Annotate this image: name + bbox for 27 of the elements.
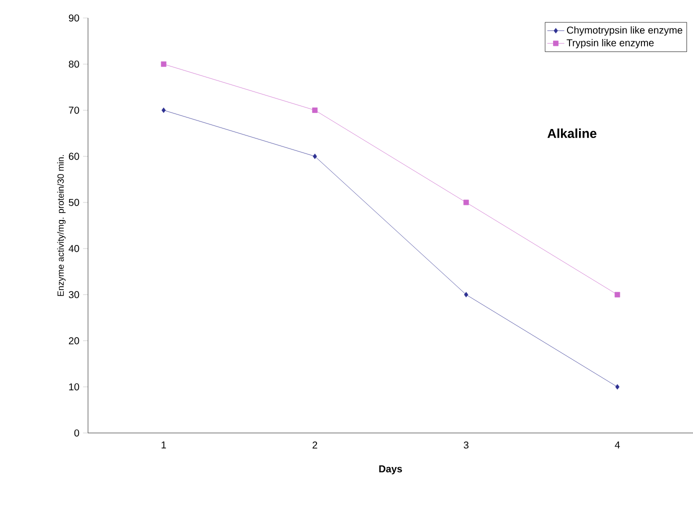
y-tick-label: 40 bbox=[68, 245, 80, 252]
y-axis-title: Enzyme activity/mg. protein/30 min. bbox=[57, 155, 66, 296]
x-tick-label: 3 bbox=[464, 442, 468, 449]
point bbox=[615, 384, 620, 390]
y-tick-label: 70 bbox=[68, 106, 80, 114]
x-tick-label: 2 bbox=[312, 442, 318, 448]
y-tick-label: 90 bbox=[68, 14, 80, 22]
y-tick-label: 20 bbox=[68, 337, 80, 344]
x-tick-label: 4 bbox=[614, 442, 620, 448]
y-tick-label: 50 bbox=[68, 198, 80, 206]
legend-label: Chymotrypsin like enzyme bbox=[567, 26, 682, 36]
point bbox=[312, 108, 318, 113]
point bbox=[312, 154, 317, 160]
annotation: Alkaline bbox=[548, 128, 596, 138]
point bbox=[463, 200, 469, 206]
point bbox=[162, 108, 166, 113]
point bbox=[614, 292, 620, 298]
legend-label: Trypsin like enzyme bbox=[566, 39, 654, 48]
x-axis-title: Days bbox=[379, 465, 402, 474]
y-tick-label: 80 bbox=[68, 60, 80, 68]
y-tick-label: 10 bbox=[69, 383, 80, 390]
y-tick-label: 60 bbox=[68, 152, 80, 160]
x-tick-label: 1 bbox=[162, 442, 166, 448]
point bbox=[464, 292, 468, 298]
y-tick-label: 30 bbox=[68, 291, 80, 298]
point bbox=[160, 61, 166, 67]
y-tick-label: 0 bbox=[74, 429, 80, 437]
